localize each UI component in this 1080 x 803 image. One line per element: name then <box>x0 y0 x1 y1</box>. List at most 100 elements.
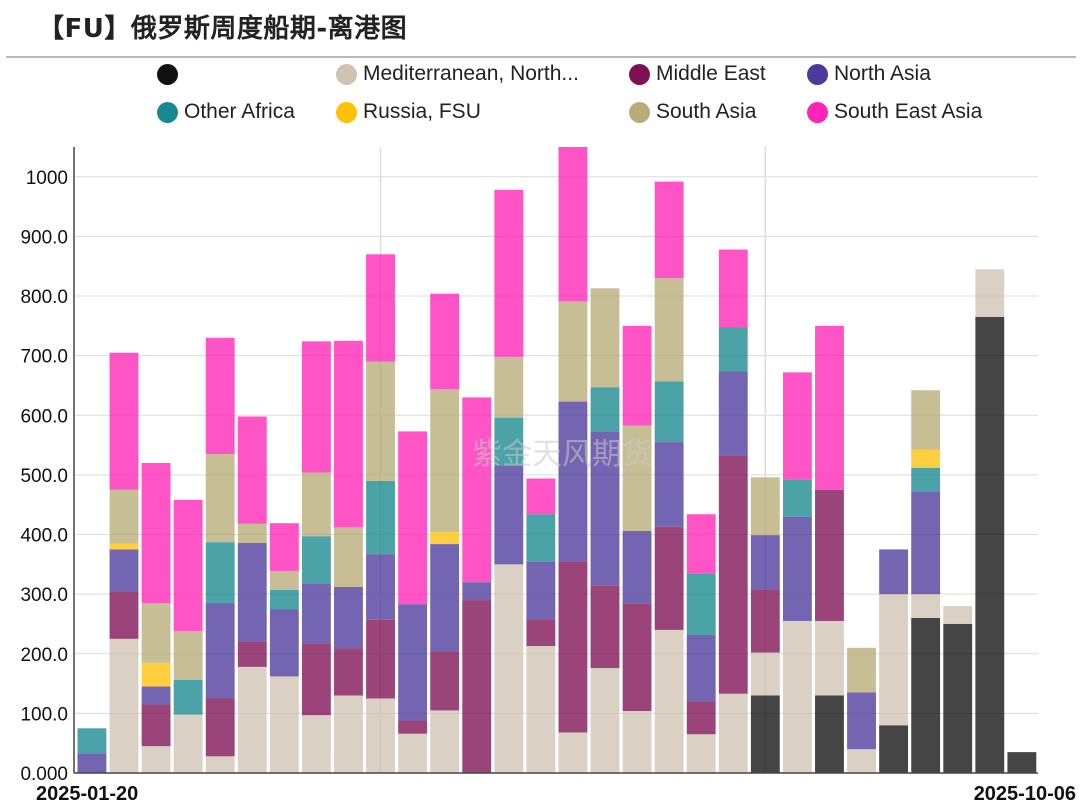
bar-segment[interactable] <box>686 514 716 574</box>
legend-item-south-asia[interactable]: South Asia <box>629 100 756 124</box>
bar-segment[interactable] <box>334 586 363 649</box>
bar-segment[interactable] <box>141 603 171 663</box>
bar-segment[interactable] <box>173 499 203 632</box>
bar-segment[interactable] <box>301 472 331 537</box>
bar-segment[interactable] <box>334 695 363 774</box>
bar-segment[interactable] <box>526 478 556 515</box>
bar-segment[interactable] <box>77 753 107 773</box>
bar-segment[interactable] <box>366 361 395 481</box>
bar-segment[interactable] <box>526 646 556 773</box>
bar-segment[interactable] <box>558 147 588 302</box>
bar-segment[interactable] <box>622 603 652 711</box>
bar-segment[interactable] <box>590 431 620 586</box>
bar-segment[interactable] <box>301 584 331 644</box>
bar-segment[interactable] <box>558 732 588 773</box>
bar-segment[interactable] <box>301 715 331 773</box>
bar-segment[interactable] <box>237 523 267 543</box>
bar-segment[interactable] <box>911 491 941 595</box>
bar-segment[interactable] <box>558 401 588 562</box>
bar-segment[interactable] <box>301 536 331 585</box>
bar-segment[interactable] <box>494 564 524 773</box>
bar-segment[interactable] <box>494 356 524 418</box>
bar-segment[interactable] <box>269 570 299 590</box>
bar-segment[interactable] <box>141 462 171 604</box>
bar-segment[interactable] <box>205 542 235 604</box>
bar-segment[interactable] <box>622 711 652 773</box>
bar-segment[interactable] <box>590 668 620 773</box>
bar-segment[interactable] <box>366 619 395 699</box>
bar-segment[interactable] <box>109 591 139 639</box>
bar-segment[interactable] <box>1007 752 1037 773</box>
bar-segment[interactable] <box>109 549 139 592</box>
bar-segment[interactable] <box>943 606 973 624</box>
bar-segment[interactable] <box>301 341 331 473</box>
bar-segment[interactable] <box>750 589 780 653</box>
bar-segment[interactable] <box>686 734 716 773</box>
bar-segment[interactable] <box>109 638 139 773</box>
bar-segment[interactable] <box>205 698 235 757</box>
bar-segment[interactable] <box>815 325 844 490</box>
bar-segment[interactable] <box>911 617 941 773</box>
bar-segment[interactable] <box>590 585 620 669</box>
bar-segment[interactable] <box>237 416 267 524</box>
bar-segment[interactable] <box>237 666 267 773</box>
bar-segment[interactable] <box>398 604 428 721</box>
legend-item-middle-east[interactable]: Middle East <box>629 62 766 86</box>
bar-segment[interactable] <box>815 695 844 774</box>
legend-item-unlabeled[interactable] <box>157 62 184 86</box>
bar-segment[interactable] <box>847 749 876 773</box>
bar-segment[interactable] <box>398 733 428 773</box>
bar-segment[interactable] <box>943 623 973 773</box>
bar-segment[interactable] <box>462 582 492 601</box>
bar-segment[interactable] <box>911 594 941 618</box>
bar-segment[interactable] <box>750 652 780 696</box>
bar-segment[interactable] <box>686 573 716 635</box>
bar-segment[interactable] <box>526 514 556 562</box>
bar-segment[interactable] <box>654 526 684 630</box>
bar-segment[interactable] <box>654 381 684 443</box>
bar-segment[interactable] <box>109 489 139 544</box>
bar-segment[interactable] <box>269 609 299 677</box>
bar-segment[interactable] <box>526 561 556 620</box>
bar-segment[interactable] <box>654 629 684 773</box>
bar-segment[interactable] <box>750 535 780 590</box>
bar-segment[interactable] <box>430 532 460 545</box>
bar-segment[interactable] <box>334 648 363 696</box>
bar-segment[interactable] <box>141 662 171 687</box>
bar-segment[interactable] <box>750 695 780 774</box>
bar-segment[interactable] <box>590 387 620 432</box>
bar-segment[interactable] <box>686 701 716 735</box>
bar-segment[interactable] <box>462 600 492 773</box>
bar-segment[interactable] <box>782 516 812 621</box>
bar-segment[interactable] <box>879 549 909 595</box>
bar-segment[interactable] <box>718 693 748 773</box>
bar-segment[interactable] <box>173 679 203 715</box>
bar-segment[interactable] <box>654 278 684 382</box>
bar-segment[interactable] <box>718 327 748 372</box>
bar-segment[interactable] <box>462 397 492 583</box>
bar-segment[interactable] <box>269 676 299 773</box>
bar-segment[interactable] <box>718 249 748 328</box>
bar-segment[interactable] <box>911 390 941 450</box>
bar-segment[interactable] <box>430 651 460 711</box>
bar-segment[interactable] <box>782 620 812 773</box>
bar-segment[interactable] <box>269 523 299 571</box>
bar-segment[interactable] <box>686 634 716 702</box>
bar-segment[interactable] <box>398 720 428 734</box>
bar-segment[interactable] <box>366 254 395 362</box>
bar-segment[interactable] <box>718 455 748 694</box>
bar-segment[interactable] <box>205 603 235 699</box>
bar-segment[interactable] <box>205 454 235 543</box>
bar-segment[interactable] <box>815 620 844 696</box>
bar-segment[interactable] <box>782 372 812 480</box>
bar-segment[interactable] <box>815 489 844 621</box>
bar-segment[interactable] <box>622 530 652 604</box>
bar-segment[interactable] <box>526 619 556 647</box>
bar-segment[interactable] <box>366 698 395 773</box>
bar-segment[interactable] <box>494 189 524 357</box>
bar-segment[interactable] <box>430 389 460 533</box>
bar-segment[interactable] <box>911 467 941 492</box>
legend-item-other-africa[interactable]: Other Africa <box>157 100 295 124</box>
bar-segment[interactable] <box>718 371 748 456</box>
bar-segment[interactable] <box>109 352 139 490</box>
